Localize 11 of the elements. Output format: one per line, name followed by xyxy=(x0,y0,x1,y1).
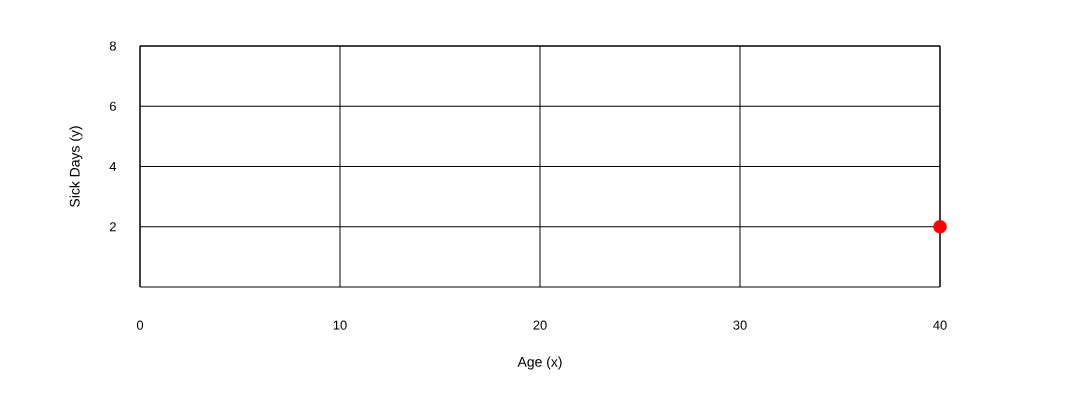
y-tick-label: 8 xyxy=(109,41,116,51)
y-tick-label: 2 xyxy=(109,222,116,232)
y-tick-label: 4 xyxy=(109,162,117,171)
x-axis-title: Age (x) xyxy=(517,356,562,370)
x-tick-label: 40 xyxy=(933,320,947,330)
y-tick-label: 6 xyxy=(109,101,116,111)
y-axis-title: Sick Days (y) xyxy=(69,126,83,207)
x-tick-label: 20 xyxy=(533,320,547,330)
x-tick-label: 30 xyxy=(733,320,747,330)
x-tick-label: 0 xyxy=(136,320,144,330)
x-tick-label: 10 xyxy=(333,320,347,330)
